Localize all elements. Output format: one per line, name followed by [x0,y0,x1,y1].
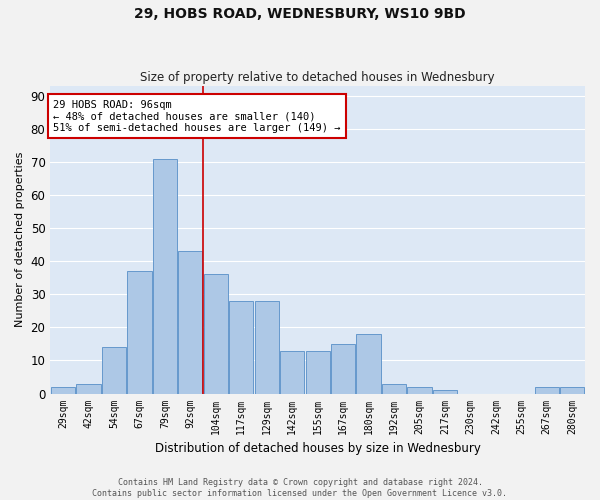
Bar [407,387,431,394]
Bar [178,251,202,394]
Bar [254,301,279,394]
Bar [280,350,304,394]
Bar [153,158,177,394]
Bar [51,387,75,394]
Text: 29 HOBS ROAD: 96sqm
← 48% of detached houses are smaller (140)
51% of semi-detac: 29 HOBS ROAD: 96sqm ← 48% of detached ho… [53,100,340,132]
Bar [305,350,330,394]
Bar [356,334,380,394]
X-axis label: Distribution of detached houses by size in Wednesbury: Distribution of detached houses by size … [155,442,481,455]
Bar [102,347,126,394]
Y-axis label: Number of detached properties: Number of detached properties [15,152,25,328]
Bar [331,344,355,394]
Title: Size of property relative to detached houses in Wednesbury: Size of property relative to detached ho… [140,72,495,85]
Bar [560,387,584,394]
Text: Contains HM Land Registry data © Crown copyright and database right 2024.
Contai: Contains HM Land Registry data © Crown c… [92,478,508,498]
Bar [127,271,152,394]
Bar [76,384,101,394]
Text: 29, HOBS ROAD, WEDNESBURY, WS10 9BD: 29, HOBS ROAD, WEDNESBURY, WS10 9BD [134,8,466,22]
Bar [433,390,457,394]
Bar [204,274,228,394]
Bar [229,301,253,394]
Bar [535,387,559,394]
Bar [382,384,406,394]
